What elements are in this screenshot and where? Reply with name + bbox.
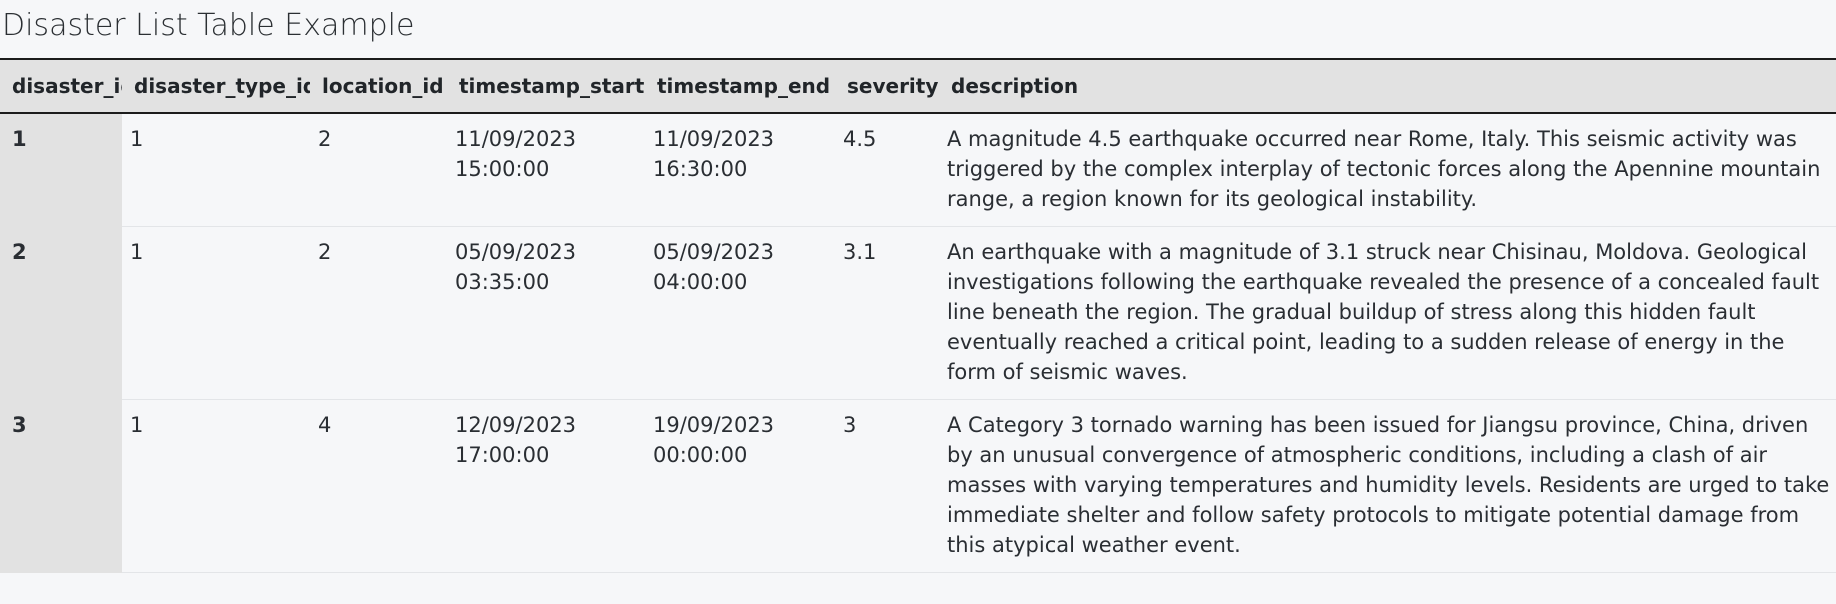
column-header-disaster-id: disaster_id: [12, 74, 122, 98]
table-header-row: disaster_id disaster_type_id location_id…: [0, 59, 1836, 113]
timestamp-end-cell: 11/09/2023 16:30:00: [645, 113, 835, 227]
timestamp-start-cell: 12/09/2023 17:00:00: [447, 399, 645, 573]
description-cell: A magnitude 4.5 earthquake occurred near…: [939, 113, 1836, 227]
severity-cell: 4.5: [835, 113, 939, 227]
table-header: disaster_id disaster_type_id location_id…: [0, 59, 1836, 113]
disaster-type-id-cell: 1: [122, 226, 310, 400]
description-cell: A Category 3 tornado warning has been is…: [939, 399, 1836, 573]
disaster-type-id-cell: 1: [122, 399, 310, 573]
location-id-cell: 2: [310, 113, 447, 227]
disaster-id-cell: 3: [0, 399, 122, 573]
severity-cell: 3: [835, 399, 939, 573]
table-body: 1 1 2 11/09/2023 15:00:00 11/09/2023 16:…: [0, 113, 1836, 573]
column-header-location-id: location_id: [322, 74, 444, 98]
column-header-timestamp-end: timestamp_end: [657, 74, 831, 98]
location-id-cell: 4: [310, 399, 447, 573]
column-header-timestamp-start: timestamp_start: [459, 74, 645, 98]
disaster-type-id-cell: 1: [122, 113, 310, 227]
column-header-disaster-type-id: disaster_type_id: [134, 74, 310, 98]
page-title: Disaster List Table Example: [2, 8, 415, 43]
severity-cell: 3.1: [835, 226, 939, 400]
disaster-table: disaster_id disaster_type_id location_id…: [0, 58, 1836, 573]
timestamp-end-cell: 05/09/2023 04:00:00: [645, 226, 835, 400]
description-cell: An earthquake with a magnitude of 3.1 st…: [939, 226, 1836, 400]
disaster-id-cell: 2: [0, 226, 122, 400]
table-row: 2 1 2 05/09/2023 03:35:00 05/09/2023 04:…: [0, 226, 1836, 400]
column-header-description: description: [951, 74, 1079, 98]
disaster-id-cell: 1: [0, 113, 122, 227]
table-row: 3 1 4 12/09/2023 17:00:00 19/09/2023 00:…: [0, 399, 1836, 573]
timestamp-start-cell: 05/09/2023 03:35:00: [447, 226, 645, 400]
timestamp-start-cell: 11/09/2023 15:00:00: [447, 113, 645, 227]
column-header-severity: severity: [847, 74, 939, 98]
table-row: 1 1 2 11/09/2023 15:00:00 11/09/2023 16:…: [0, 113, 1836, 227]
timestamp-end-cell: 19/09/2023 00:00:00: [645, 399, 835, 573]
location-id-cell: 2: [310, 226, 447, 400]
